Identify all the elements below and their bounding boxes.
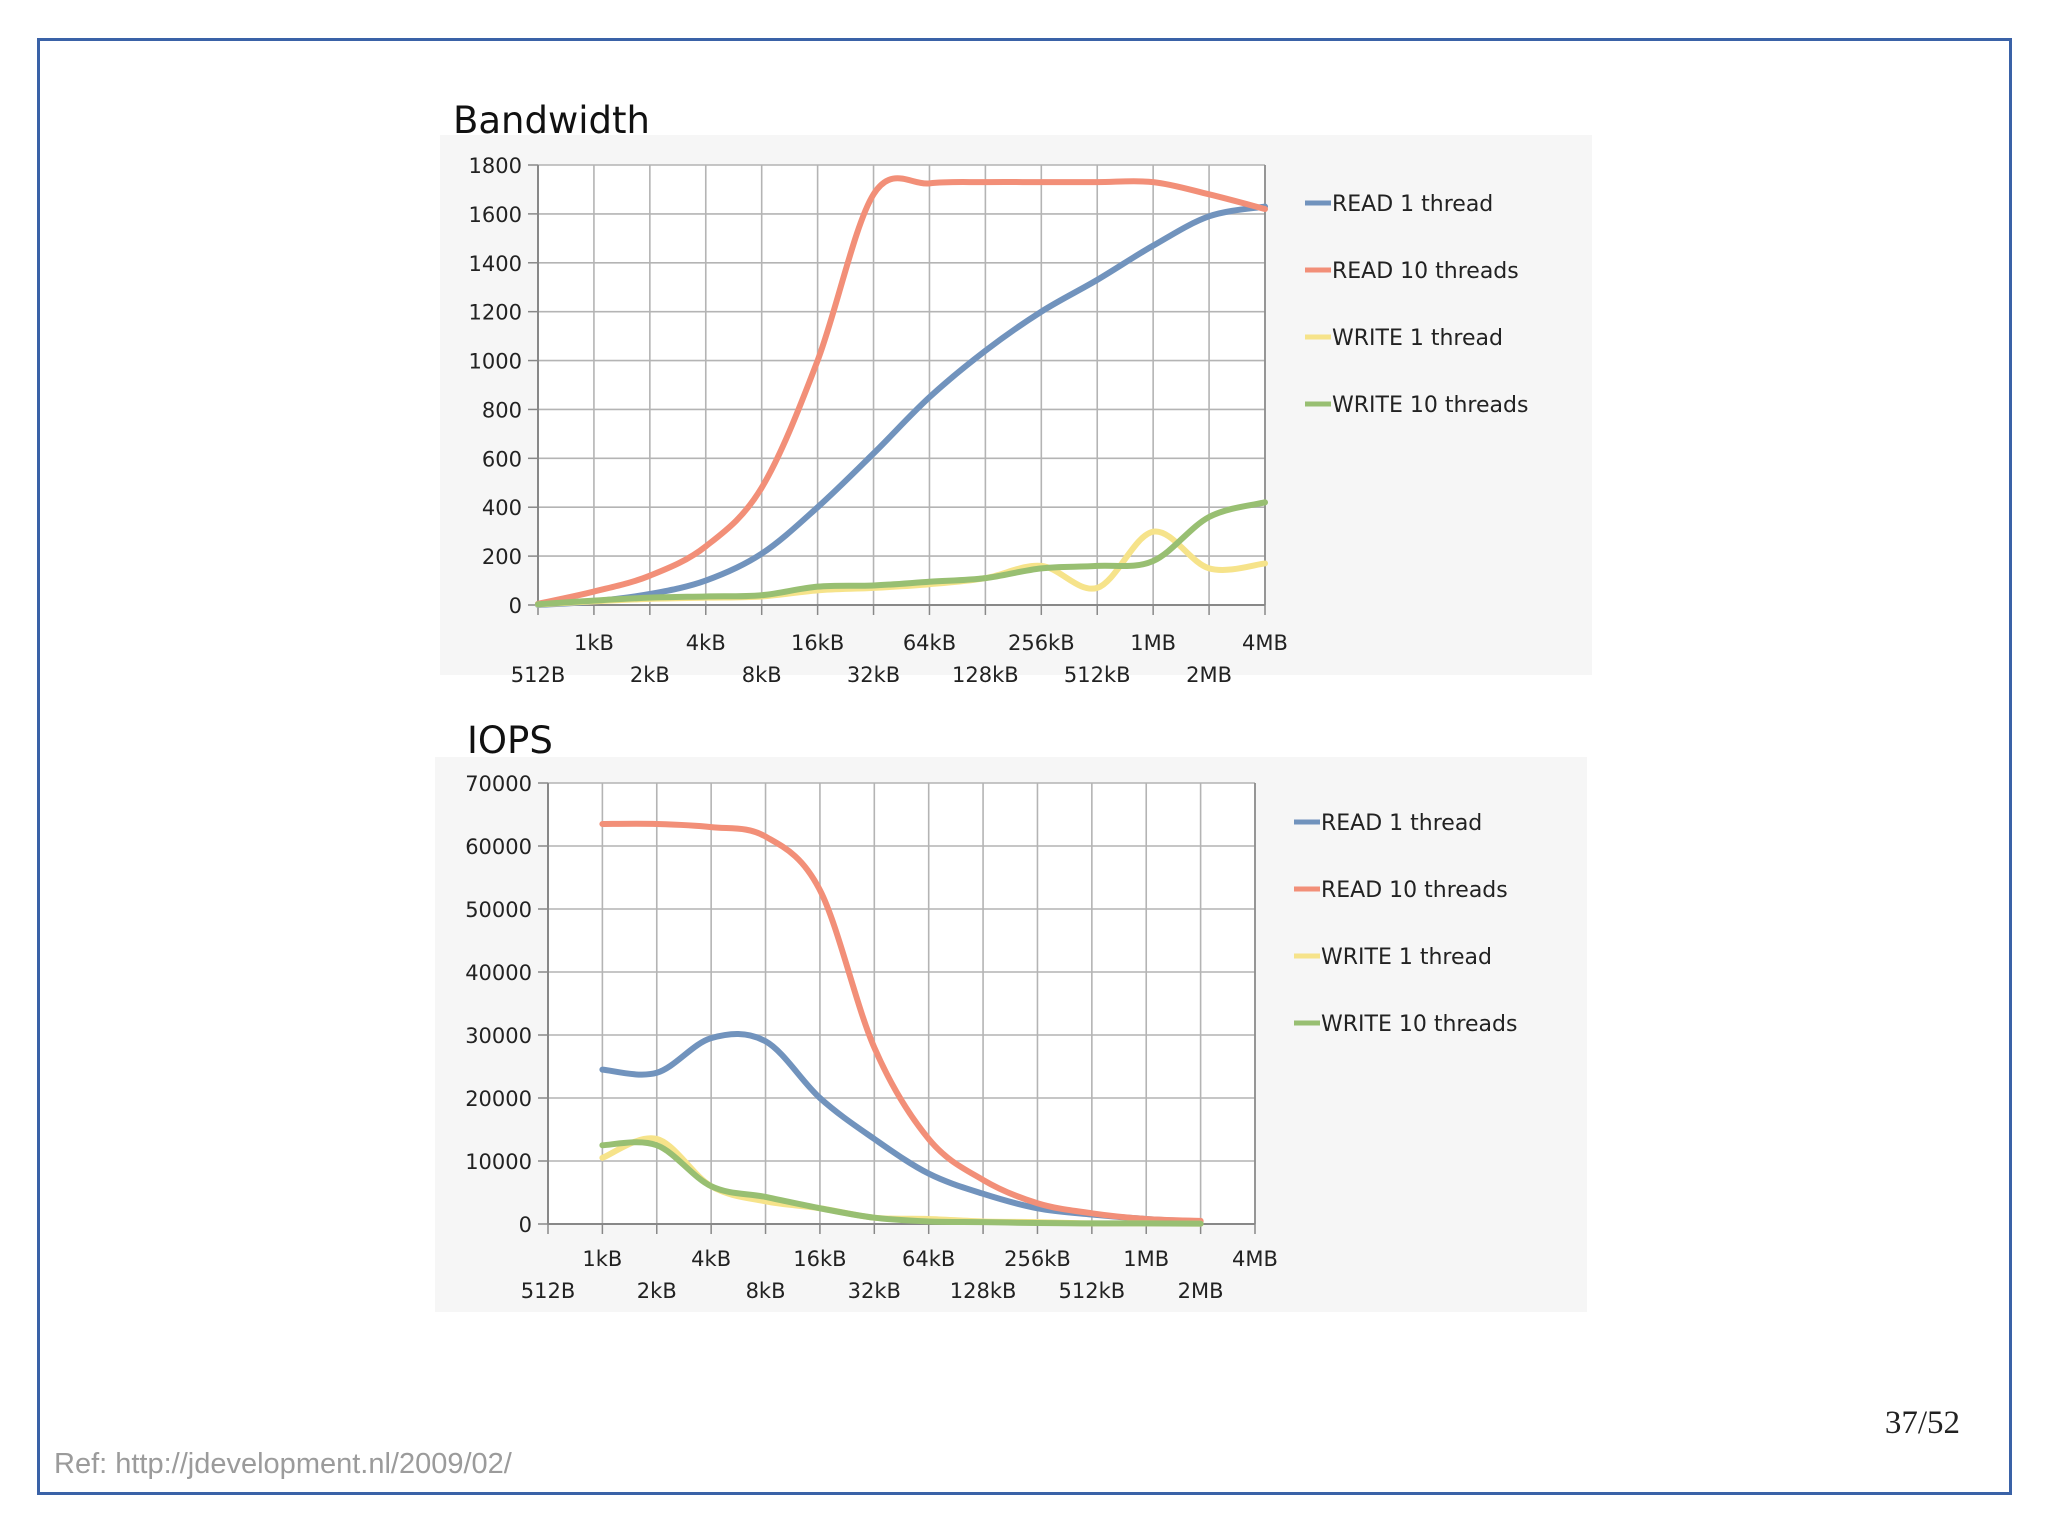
legend-label: READ 10 threads bbox=[1321, 878, 1508, 903]
x-tick-label: 1MB bbox=[1130, 631, 1176, 655]
x-tick-label: 128kB bbox=[952, 663, 1019, 687]
series-line-read-1-thread bbox=[535, 203, 1268, 608]
x-tick-label: 512kB bbox=[1064, 663, 1131, 687]
y-tick-label: 60000 bbox=[465, 835, 532, 859]
y-tick-label: 800 bbox=[482, 398, 522, 422]
y-tick-label: 50000 bbox=[465, 898, 532, 922]
legend-label: WRITE 1 thread bbox=[1321, 945, 1492, 970]
x-tick-label: 4kB bbox=[686, 631, 726, 655]
y-tick-label: 20000 bbox=[465, 1087, 532, 1111]
y-tick-label: 1400 bbox=[469, 252, 522, 276]
chart-title: IOPS bbox=[467, 719, 553, 762]
x-tick-label: 512kB bbox=[1059, 1279, 1126, 1303]
y-tick-label: 200 bbox=[482, 545, 522, 569]
y-tick-label: 600 bbox=[482, 447, 522, 471]
x-tick-label: 512B bbox=[511, 663, 566, 687]
legend-label: READ 10 threads bbox=[1332, 259, 1519, 284]
y-tick-label: 1800 bbox=[469, 154, 522, 178]
x-tick-label: 4kB bbox=[691, 1247, 731, 1271]
page-number: 37/52 bbox=[1884, 1405, 1960, 1441]
x-tick-label: 64kB bbox=[903, 631, 956, 655]
x-tick-label: 32kB bbox=[848, 1279, 901, 1303]
x-tick-label: 2kB bbox=[637, 1279, 677, 1303]
x-tick-label: 128kB bbox=[950, 1279, 1017, 1303]
y-tick-label: 30000 bbox=[465, 1024, 532, 1048]
legend-label: WRITE 10 threads bbox=[1321, 1012, 1517, 1037]
x-tick-label: 512B bbox=[521, 1279, 576, 1303]
legend-label: READ 1 thread bbox=[1321, 811, 1482, 836]
x-tick-label: 2kB bbox=[630, 663, 670, 687]
x-tick-label: 8kB bbox=[742, 663, 782, 687]
chart-0: Bandwidth 0 200 400 600 800 1000 1200 1400 1600 18… bbox=[440, 99, 1592, 687]
series-line-write-10-threads bbox=[599, 1139, 1204, 1227]
x-tick-label: 8kB bbox=[746, 1279, 786, 1303]
chart-title: Bandwidth bbox=[453, 99, 650, 142]
y-tick-label: 10000 bbox=[465, 1150, 532, 1174]
x-tick-label: 4MB bbox=[1232, 1247, 1278, 1271]
x-tick-label: 2MB bbox=[1186, 663, 1232, 687]
x-tick-label: 1MB bbox=[1123, 1247, 1169, 1271]
reference-text: Ref: http://jdevelopment.nl/2009/02/ bbox=[54, 1448, 512, 1480]
x-tick-label: 1kB bbox=[582, 1247, 622, 1271]
x-tick-label: 32kB bbox=[847, 663, 900, 687]
plot-area bbox=[538, 165, 1265, 605]
y-tick-label: 1200 bbox=[469, 301, 522, 325]
x-tick-label: 64kB bbox=[902, 1247, 955, 1271]
legend-label: WRITE 1 thread bbox=[1332, 326, 1503, 351]
x-tick-label: 4MB bbox=[1242, 631, 1288, 655]
x-tick-label: 1kB bbox=[574, 631, 614, 655]
x-tick-label: 2MB bbox=[1178, 1279, 1224, 1303]
legend-label: WRITE 10 threads bbox=[1332, 393, 1528, 418]
x-tick-label: 16kB bbox=[793, 1247, 846, 1271]
y-tick-label: 0 bbox=[509, 594, 522, 618]
y-tick-label: 1000 bbox=[469, 350, 522, 374]
y-tick-label: 40000 bbox=[465, 961, 532, 985]
x-tick-label: 256kB bbox=[1008, 631, 1075, 655]
x-tick-label: 256kB bbox=[1004, 1247, 1071, 1271]
x-tick-label: 16kB bbox=[791, 631, 844, 655]
y-tick-label: 1600 bbox=[469, 203, 522, 227]
y-tick-label: 0 bbox=[519, 1213, 532, 1237]
chart-1: IOPS 0 10000 20000 30000 40000 50000 60000 70000… bbox=[435, 719, 1587, 1312]
y-tick-label: 400 bbox=[482, 496, 522, 520]
legend-label: READ 1 thread bbox=[1332, 192, 1493, 217]
y-tick-label: 70000 bbox=[465, 772, 532, 796]
